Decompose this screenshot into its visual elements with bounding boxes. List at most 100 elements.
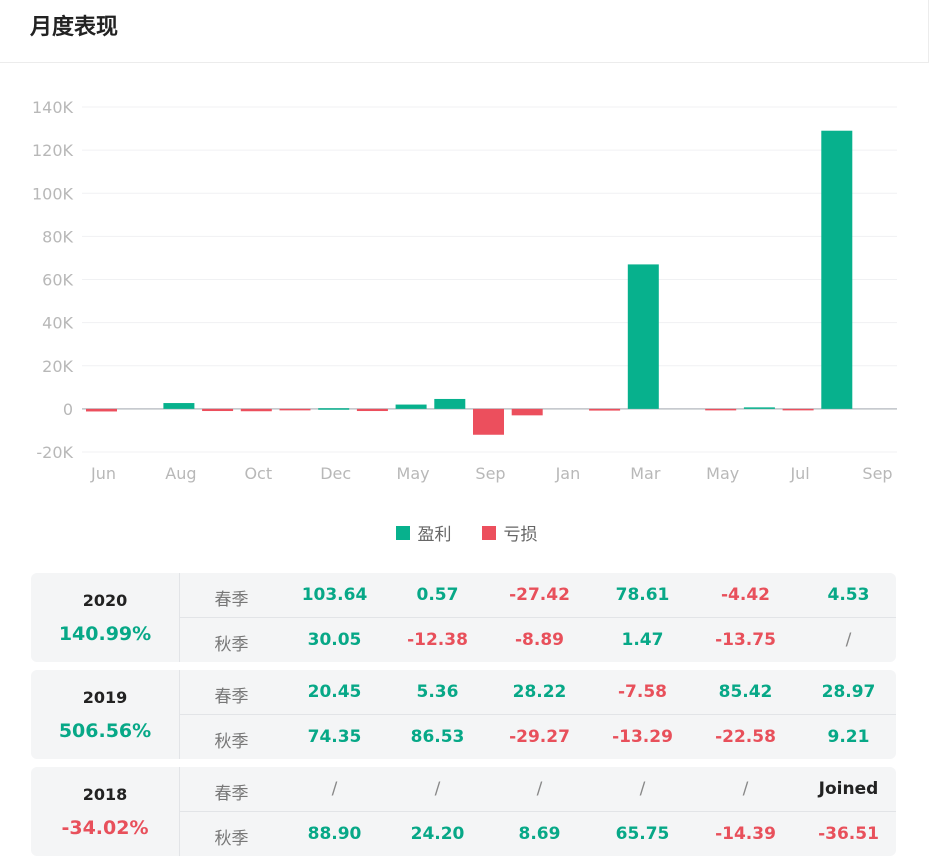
bar-loss — [86, 408, 117, 412]
year-total-return: 506.56% — [58, 720, 152, 742]
season-value-cell: -13.29 — [612, 727, 673, 747]
bar-profit — [163, 403, 195, 409]
season-value-cell: 8.69 — [518, 824, 561, 844]
season-row-spring: 春季 / / / / / Joined — [180, 767, 896, 812]
y-tick-label: 0 — [63, 400, 73, 419]
season-value-cell: 28.97 — [821, 682, 876, 702]
x-tick-label: May — [397, 464, 430, 483]
season-value-cell: -27.42 — [509, 585, 570, 605]
x-tick-label: Dec — [320, 464, 351, 483]
y-tick-label: -20K — [36, 443, 73, 462]
bar-loss — [511, 408, 543, 416]
season-value-cell: -36.51 — [818, 824, 879, 844]
year-block-2020: 2020 140.99% 春季 103.64 0.57 -27.42 78.61 -4.42 4… — [31, 573, 896, 662]
season-row-autumn: 秋季 30.05 -12.38 -8.89 1.47 -13.75 / — [180, 618, 896, 662]
year-block-2019: 2019 506.56% 春季 20.45 5.36 28.22 -7.58 85.42 28.… — [31, 670, 896, 759]
season-value-cell: 78.61 — [615, 585, 670, 605]
season-label: 秋季 — [214, 829, 249, 849]
season-value-cell: 103.64 — [301, 585, 368, 605]
legend-label-profit: 盈利 — [417, 525, 452, 545]
season-value-cell: 86.53 — [410, 727, 465, 747]
x-tick-label: Aug — [165, 464, 196, 483]
season-value-cell: 1.47 — [621, 630, 664, 650]
season-value-cell: -13.75 — [715, 630, 776, 650]
season-value-cell: 65.75 — [615, 824, 670, 844]
season-value-cell: / — [742, 779, 749, 799]
x-tick-label: Mar — [630, 464, 661, 483]
season-label: 春季 — [214, 784, 249, 804]
season-value-cell: 5.36 — [416, 682, 459, 702]
season-value-cell: -29.27 — [509, 727, 570, 747]
y-tick-label: 40K — [42, 314, 73, 333]
x-tick-label: Oct — [244, 464, 272, 483]
season-value-cell: 20.45 — [307, 682, 362, 702]
x-tick-label: May — [706, 464, 739, 483]
season-value-cell: -7.58 — [618, 682, 667, 702]
x-tick-label: Sep — [862, 464, 892, 483]
season-value-cell: 88.90 — [307, 824, 362, 844]
year-summary: 2020 140.99% — [31, 573, 180, 662]
panel-header: 月度表现 — [0, 0, 929, 63]
season-value-cell: -22.58 — [715, 727, 776, 747]
legend-swatch-profit — [395, 525, 410, 540]
season-value-cell: 24.20 — [410, 824, 465, 844]
chart-legend: 盈利 亏损 — [0, 520, 933, 545]
season-value-cell: 30.05 — [307, 630, 362, 650]
y-tick-label: 100K — [32, 184, 74, 203]
monthly-bar-chart: 140K 120K 100K 80K 60K 40K 20K 0 -20K Jun Aug Oct De… — [32, 98, 897, 483]
bar-profit — [395, 404, 427, 409]
season-value-cell: / — [639, 779, 646, 799]
bar-loss — [589, 408, 621, 411]
season-value-cell: 74.35 — [307, 727, 362, 747]
season-label: 秋季 — [214, 635, 249, 655]
year-label: 2018 — [82, 785, 128, 804]
y-tick-label: 20K — [42, 357, 73, 376]
year-summary: 2019 506.56% — [31, 670, 180, 759]
season-value-cell: 9.21 — [827, 727, 870, 747]
x-tick-label: Jun — [90, 464, 116, 483]
bar-loss — [705, 408, 737, 411]
bar-loss — [202, 408, 234, 412]
season-value-cell: 4.53 — [827, 585, 870, 605]
season-value-cell: / — [536, 779, 543, 799]
season-row-spring: 春季 103.64 0.57 -27.42 78.61 -4.42 4.53 — [180, 573, 896, 618]
season-row-autumn: 秋季 88.90 24.20 8.69 65.75 -14.39 -36.51 — [180, 812, 896, 856]
bar-loss — [782, 408, 814, 411]
season-label: 秋季 — [214, 732, 249, 752]
bar-loss — [356, 408, 388, 412]
x-tick-label: Sep — [475, 464, 505, 483]
y-tick-label: 80K — [42, 227, 73, 246]
bar-profit — [318, 408, 350, 410]
season-value-cell: 0.57 — [416, 585, 459, 605]
bar-loss — [279, 408, 311, 411]
year-label: 2019 — [82, 688, 128, 707]
season-value-cell: -8.89 — [515, 630, 564, 650]
legend-item-profit[interactable]: 盈利 — [395, 520, 452, 545]
x-tick-label: Jan — [555, 464, 581, 483]
bar-profit — [434, 398, 466, 409]
season-label: 春季 — [214, 590, 249, 610]
legend-swatch-loss — [481, 525, 496, 540]
bar-profit — [743, 407, 775, 409]
season-value-cell: 85.42 — [718, 682, 773, 702]
year-total-return: -34.02% — [61, 817, 149, 839]
season-value-cell: -12.38 — [407, 630, 468, 650]
season-value-cell: -4.42 — [721, 585, 770, 605]
year-total-return: 140.99% — [58, 623, 152, 645]
year-summary: 2018 -34.02% — [31, 767, 180, 856]
legend-label-loss: 亏损 — [503, 525, 538, 545]
season-row-spring: 春季 20.45 5.36 28.22 -7.58 85.42 28.97 — [180, 670, 896, 715]
page-title: 月度表现 — [30, 15, 119, 40]
season-value-cell: 28.22 — [512, 682, 567, 702]
x-tick-label: Jul — [789, 464, 809, 483]
season-value-cell: / — [434, 779, 441, 799]
legend-item-loss[interactable]: 亏损 — [481, 520, 538, 545]
season-value-cell: -14.39 — [715, 824, 776, 844]
bar-loss — [473, 408, 504, 435]
y-tick-label: 60K — [42, 271, 73, 290]
season-value-cell: Joined — [818, 779, 879, 799]
season-value-cell: / — [845, 630, 852, 650]
bar-profit — [821, 130, 853, 409]
year-label: 2020 — [82, 591, 128, 610]
y-tick-label: 120K — [32, 141, 74, 160]
